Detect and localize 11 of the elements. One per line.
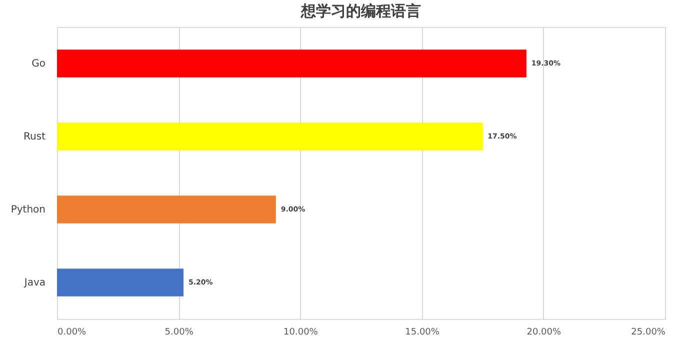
x-tick-label: 15.00% [405, 328, 440, 338]
x-tick-label: 0.00% [58, 328, 87, 338]
y-tick-label: Rust [24, 132, 46, 142]
y-tick-label: Java [23, 278, 46, 288]
x-tick-label: 5.00% [164, 328, 194, 338]
x-tick-label: 20.00% [526, 328, 562, 338]
x-tick-label: 10.00% [284, 328, 318, 338]
x-tick-label: 25.00% [631, 328, 666, 338]
y-tick-label: Go [32, 58, 46, 70]
y-tick-label: Python [10, 204, 46, 216]
chart-title: 想学习的编程语言 [300, 2, 421, 20]
